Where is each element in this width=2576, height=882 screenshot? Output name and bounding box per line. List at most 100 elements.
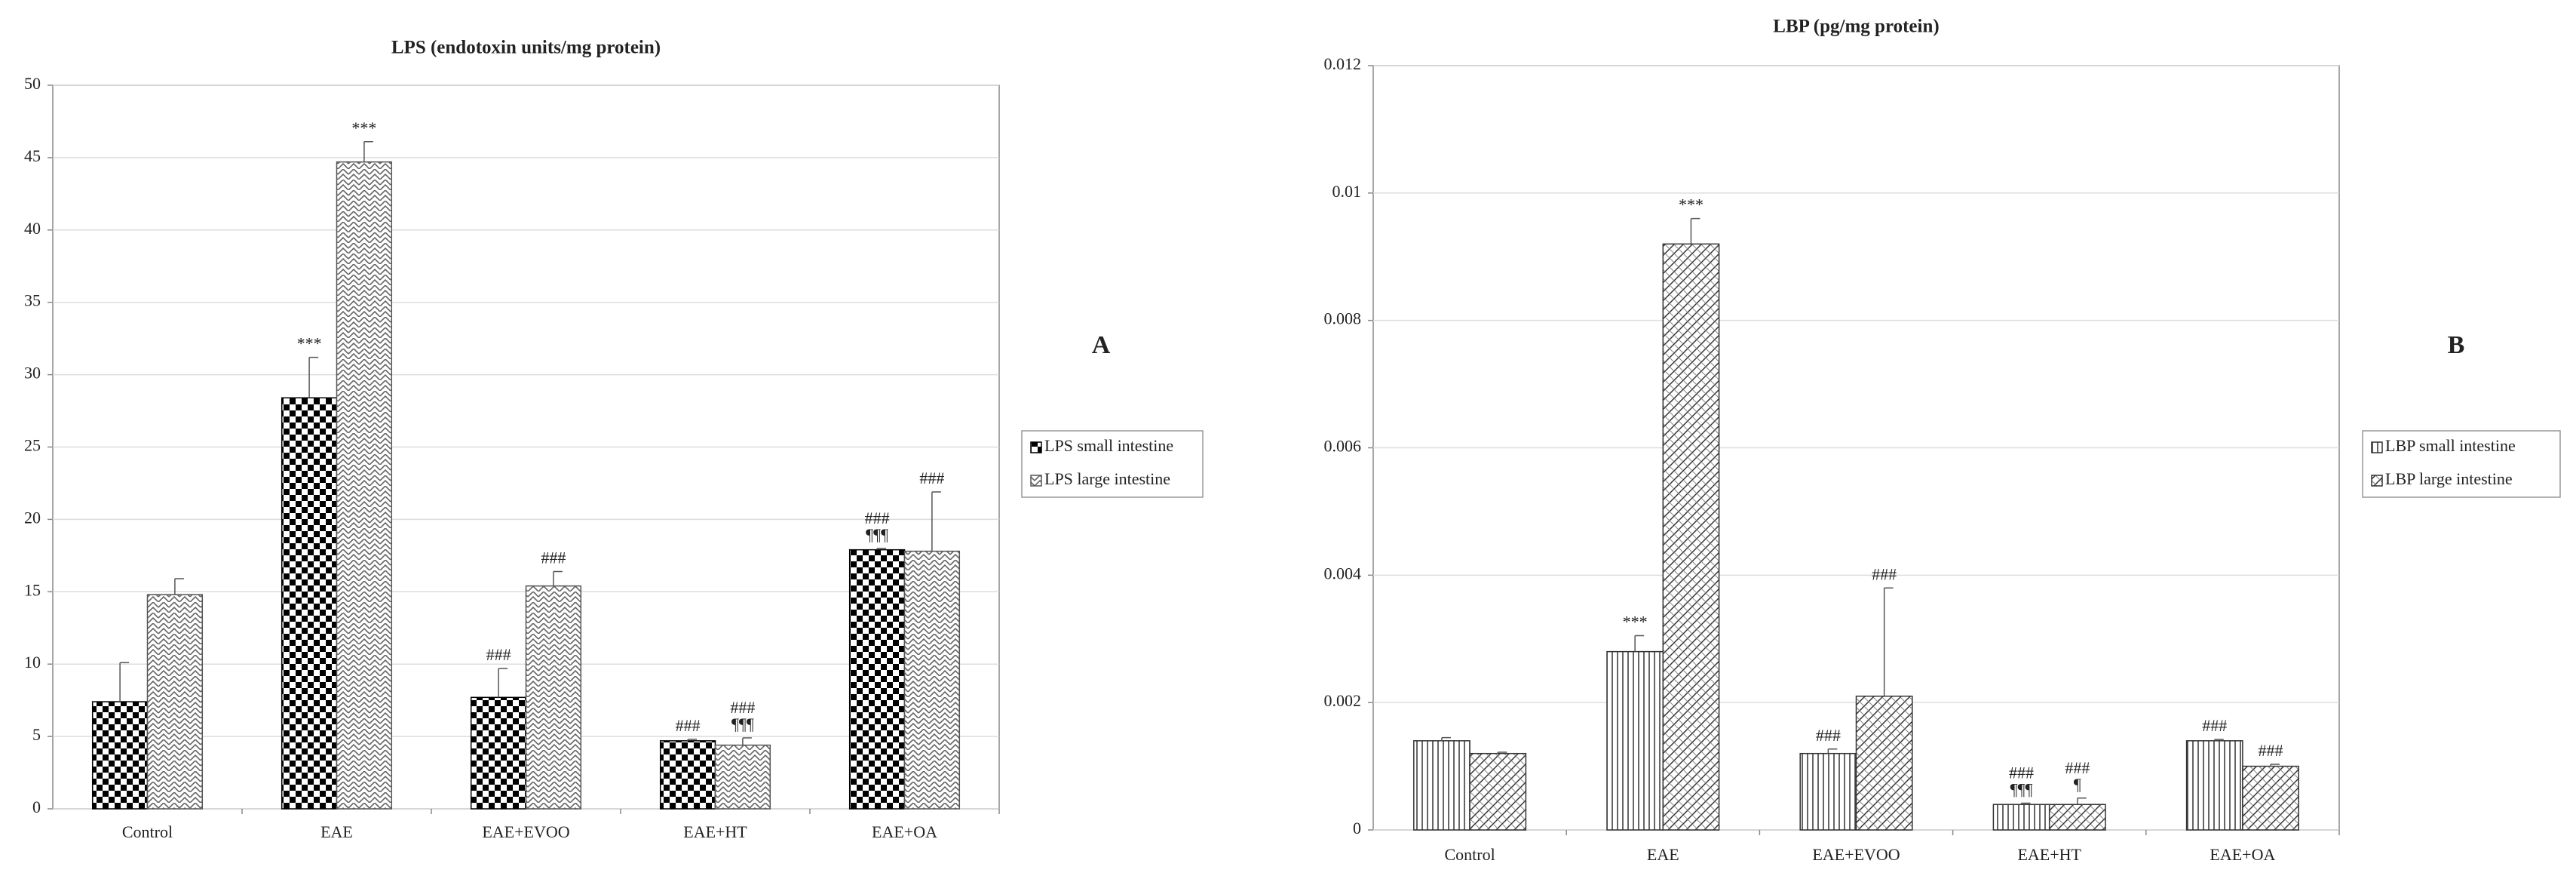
legend-label: LPS large intestine: [1044, 469, 1170, 488]
bar: [1799, 752, 1857, 831]
significance-label: ***: [297, 334, 322, 353]
y-tick-label: 0.002: [1324, 691, 1362, 710]
chart-title: LBP (pg/mg protein): [1773, 17, 1939, 37]
y-tick-label: 5: [32, 725, 41, 744]
significance-label: ###: [2202, 716, 2227, 735]
x-tick-label: EAE+OA: [872, 822, 937, 841]
y-tick-label: 0.004: [1324, 564, 1362, 582]
legend-swatch: [1030, 475, 1042, 487]
error-bar: [119, 662, 130, 702]
x-tick-label: EAE: [320, 822, 353, 841]
y-tick-label: 35: [24, 291, 41, 310]
x-tick-label: EAE+EVOO: [1812, 845, 1900, 864]
panel-label: B: [2448, 331, 2465, 359]
bar: [1413, 740, 1470, 831]
bar: [336, 161, 393, 810]
error-bar: [2214, 739, 2224, 741]
error-bar: [2270, 764, 2280, 767]
y-tick-label: 0: [1353, 819, 1361, 837]
bar: [714, 744, 771, 810]
x-tick-label: Control: [122, 822, 173, 841]
significance-label: ¶¶¶: [866, 525, 888, 544]
bar: [659, 740, 716, 810]
significance-label: ¶: [2074, 775, 2081, 794]
y-tick-label: 0.006: [1324, 437, 1362, 456]
y-tick-label: 50: [24, 74, 41, 93]
x-tick-label: EAE+OA: [2210, 845, 2275, 864]
error-bar: [1441, 736, 1451, 741]
y-tick-label: 45: [24, 146, 41, 165]
significance-label: ###: [730, 698, 755, 717]
bar: [1855, 695, 1913, 831]
error-bar: [2020, 802, 2031, 805]
error-bar: [308, 356, 319, 398]
legend-label: LBP large intestine: [2385, 469, 2513, 488]
significance-label: ###: [1872, 564, 1897, 583]
y-tick-label: 10: [24, 653, 41, 671]
error-bar: [363, 141, 373, 162]
error-bar: [1883, 587, 1894, 696]
legend-swatch: [2371, 441, 2383, 453]
chart-title: LPS (endotoxin units/mg protein): [391, 38, 661, 58]
error-bar: [1690, 217, 1700, 244]
x-tick-label: EAE+EVOO: [482, 822, 569, 841]
significance-label: ###: [2259, 741, 2283, 760]
panel-label: A: [1092, 331, 1111, 359]
significance-label: ###: [1816, 726, 1841, 745]
bar: [1662, 243, 1720, 831]
bar: [2185, 740, 2243, 831]
significance-label: ¶¶¶: [731, 715, 754, 733]
error-bar: [931, 491, 941, 552]
error-bar: [1827, 748, 1838, 754]
significance-label: ###: [865, 509, 890, 527]
x-tick-label: Control: [1444, 845, 1495, 864]
significance-label: ###: [676, 716, 701, 735]
bar: [1469, 752, 1527, 831]
significance-label: ###: [541, 548, 566, 567]
y-tick-label: 0: [32, 797, 41, 816]
legend-label: LPS small intestine: [1044, 436, 1173, 455]
y-tick-label: 0.012: [1324, 54, 1362, 73]
legend-box: [1021, 430, 1204, 498]
error-bar: [1634, 635, 1645, 652]
bar: [91, 701, 149, 810]
legend-swatch: [1030, 441, 1042, 453]
legend-box: [2362, 430, 2561, 498]
y-tick-label: 30: [24, 364, 41, 383]
significance-label: ###: [486, 645, 511, 664]
legend-swatch: [2371, 475, 2383, 487]
y-tick-label: 0.008: [1324, 309, 1362, 328]
bar: [1992, 804, 2050, 831]
bar: [470, 696, 527, 810]
bar: [903, 550, 961, 810]
significance-label: ***: [1623, 613, 1648, 632]
significance-label: ***: [1679, 195, 1704, 214]
y-tick-label: 15: [24, 580, 41, 599]
significance-label: ###: [2065, 758, 2090, 777]
bar: [146, 594, 204, 810]
error-bar: [742, 737, 752, 745]
bar: [848, 549, 906, 810]
error-bar: [1497, 751, 1507, 754]
y-tick-label: 25: [24, 436, 41, 455]
bar: [2048, 804, 2106, 831]
bar: [281, 397, 338, 810]
error-bar: [876, 548, 887, 550]
x-tick-label: EAE+HT: [2017, 845, 2081, 864]
error-bar: [498, 668, 508, 698]
error-bar: [174, 578, 184, 595]
significance-label: ***: [351, 118, 376, 137]
x-tick-label: EAE: [1647, 845, 1679, 864]
bar: [525, 585, 582, 810]
error-bar: [687, 739, 698, 741]
significance-label: ###: [2009, 764, 2034, 782]
significance-label: ¶¶¶: [2010, 780, 2033, 799]
x-tick-label: EAE+HT: [683, 822, 747, 841]
y-tick-label: 20: [24, 508, 41, 527]
bar: [1606, 650, 1664, 831]
y-tick-label: 40: [24, 219, 41, 238]
error-bar: [553, 570, 563, 586]
legend-label: LBP small intestine: [2385, 436, 2516, 455]
bar: [2242, 765, 2299, 831]
